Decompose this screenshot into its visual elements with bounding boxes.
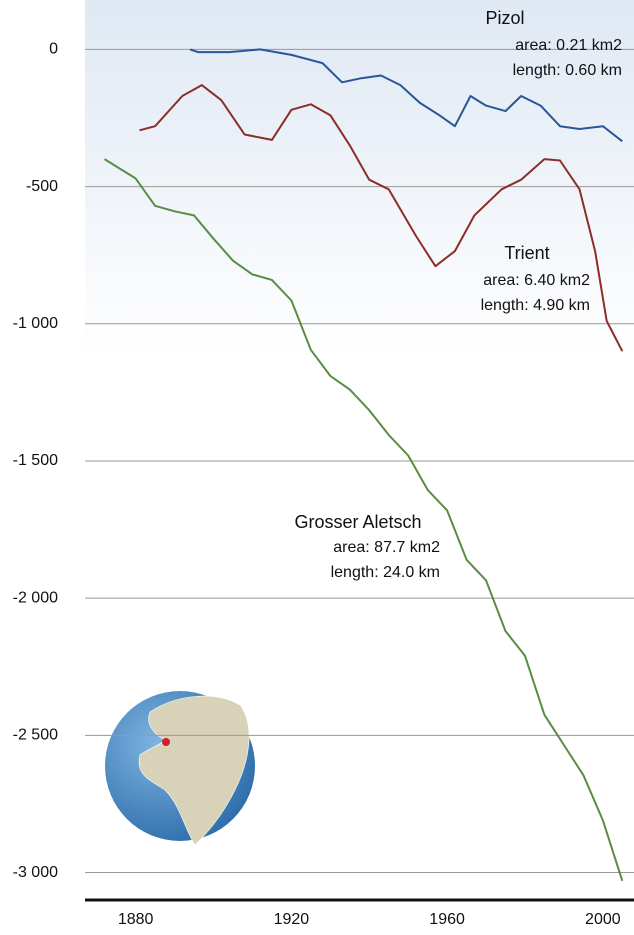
series-detail: area: 0.21 km2 [515, 37, 622, 54]
y-tick-label: -1 000 [13, 315, 58, 332]
line [103, 158, 624, 882]
series-detail: length: 0.60 km [513, 62, 622, 79]
x-tick-label: 2000 [585, 911, 621, 928]
series-label: Trient [504, 243, 549, 263]
y-tick-label: -2 000 [13, 589, 58, 606]
line [189, 48, 623, 143]
series-label: Grosser Aletsch [294, 512, 421, 532]
background [85, 0, 634, 360]
line [139, 84, 624, 352]
series-detail: length: 4.90 km [481, 297, 590, 314]
series-label: Pizol [485, 8, 524, 28]
series-detail: area: 87.7 km2 [333, 539, 440, 556]
y-tick-label: -2 500 [13, 727, 58, 744]
y-tick-label: -3 000 [13, 864, 58, 881]
x-tick-label: 1920 [274, 911, 310, 928]
y-tick-label: -500 [26, 178, 58, 195]
series-detail: area: 6.40 km2 [483, 272, 590, 289]
x-tick-label: 1960 [429, 911, 465, 928]
globe [105, 691, 255, 846]
series-detail: length: 24.0 km [331, 564, 440, 581]
y-tick-label: -1 500 [13, 452, 58, 469]
y-tick-label: 0 [49, 41, 58, 58]
x-tick-label: 1880 [118, 911, 154, 928]
